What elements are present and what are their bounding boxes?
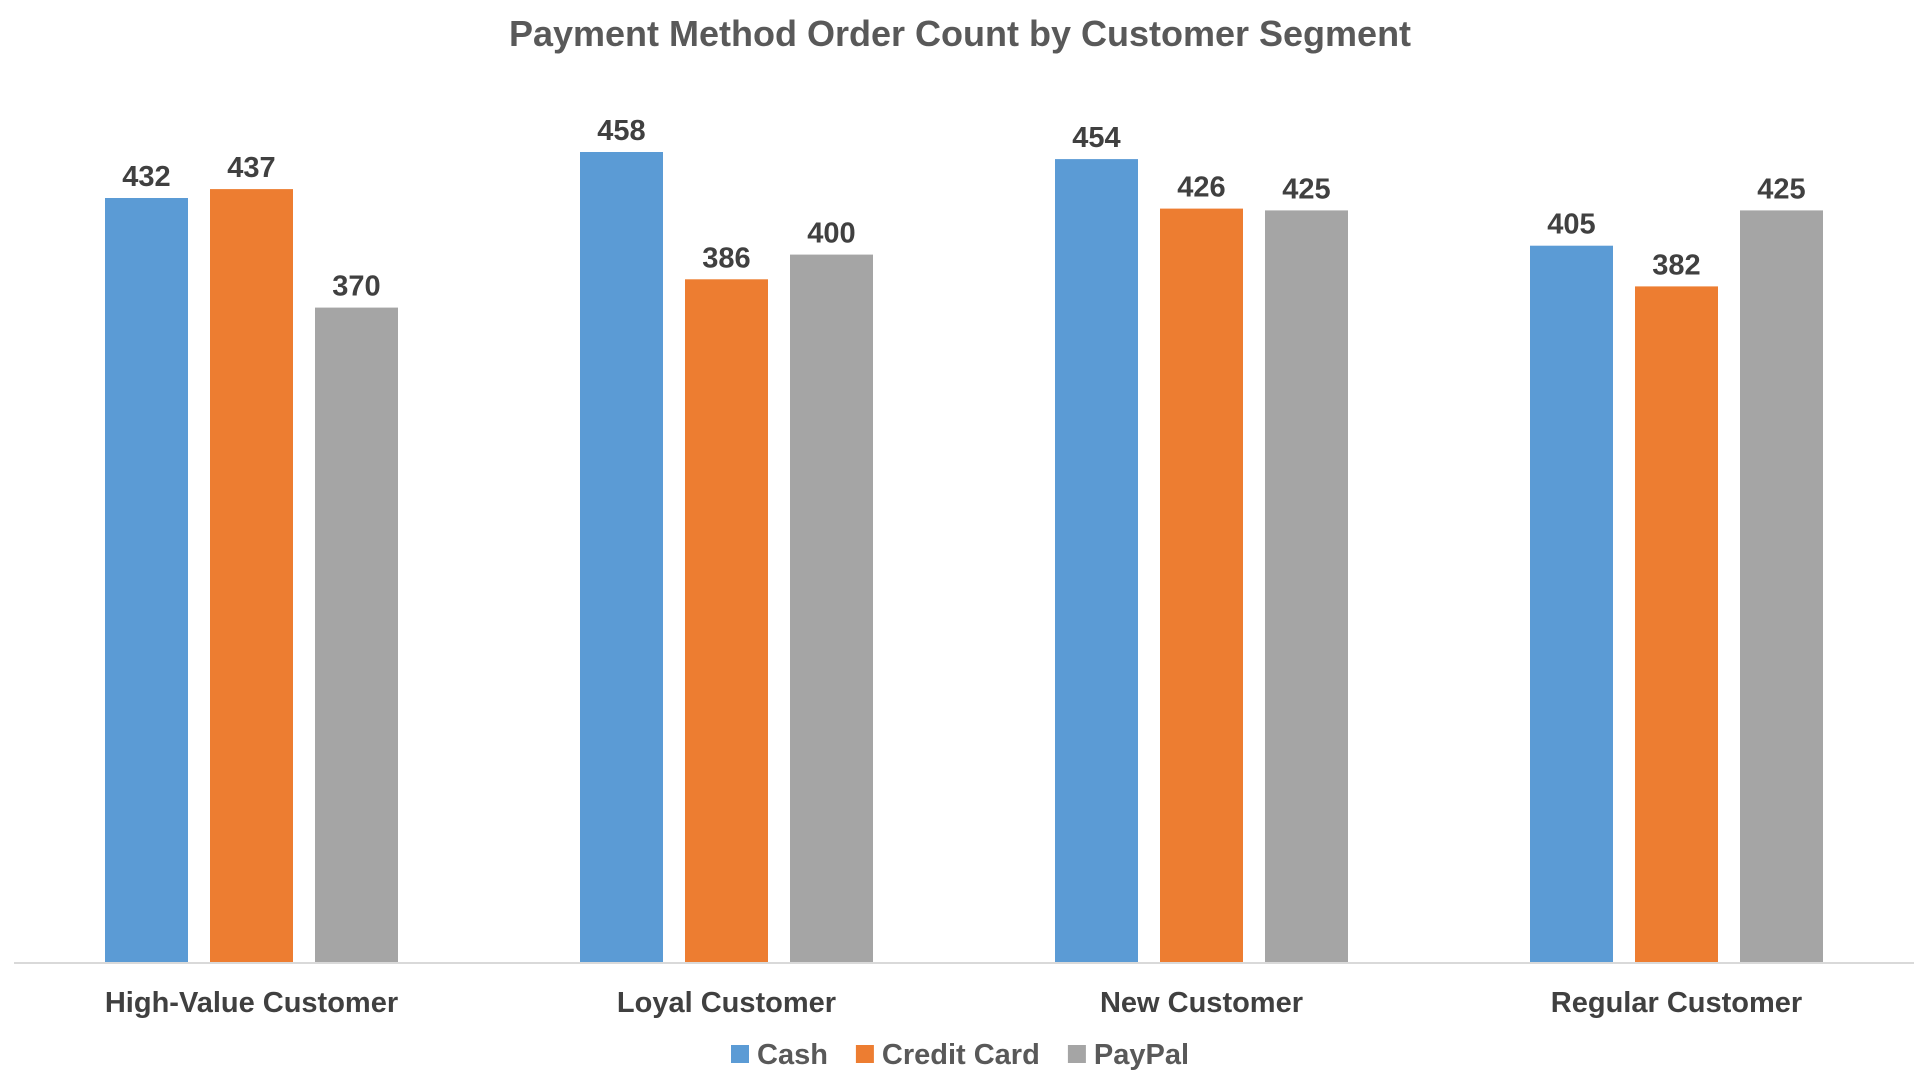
chart-title: Payment Method Order Count by Customer S… [509, 13, 1411, 54]
category-label-new-customer: New Customer [1100, 987, 1303, 1019]
data-label-loyal-customer-paypal: 400 [807, 218, 855, 250]
data-label-new-customer-cash: 454 [1072, 122, 1120, 154]
data-label-new-customer-paypal: 425 [1282, 173, 1330, 205]
data-label-high-value-customer-cash: 432 [122, 161, 170, 193]
legend-swatch-cash [731, 1045, 749, 1063]
data-label-new-customer-credit-card: 426 [1177, 172, 1225, 204]
data-label-regular-customer-credit-card: 382 [1652, 249, 1700, 281]
data-label-high-value-customer-credit-card: 437 [227, 152, 275, 184]
bar-new-customer-cash [1055, 159, 1138, 963]
bar-high-value-customer-paypal [315, 307, 398, 963]
legend-item-credit-card: Credit Card [855, 1039, 1040, 1071]
data-label-loyal-customer-credit-card: 386 [702, 242, 750, 274]
category-label-high-value-customer: High-Value Customer [105, 987, 398, 1019]
data-label-regular-customer-paypal: 425 [1757, 173, 1805, 205]
legend-label-cash: Cash [757, 1039, 828, 1071]
data-label-high-value-customer-paypal: 370 [332, 271, 380, 303]
data-label-regular-customer-cash: 405 [1547, 209, 1595, 241]
bar-new-customer-credit-card [1160, 208, 1243, 963]
legend-label-paypal: PayPal [1094, 1039, 1189, 1071]
bar-new-customer-paypal [1265, 210, 1348, 962]
data-labels-layer: 432 437 370 458 386 400 454 426 425 405 382 425 [122, 115, 1805, 303]
legend-swatch-paypal [1067, 1045, 1086, 1063]
bar-regular-customer-paypal [1740, 210, 1823, 962]
legend: Cash Credit Card PayPal [731, 1039, 1189, 1071]
data-label-loyal-customer-cash: 458 [597, 115, 645, 147]
legend-item-cash: Cash [731, 1039, 828, 1071]
category-label-loyal-customer: Loyal Customer [617, 987, 836, 1019]
legend-label-credit-card: Credit Card [882, 1039, 1040, 1071]
bar-high-value-customer-cash [105, 198, 188, 962]
bar-high-value-customer-credit-card [210, 189, 293, 963]
bar-regular-customer-credit-card [1635, 286, 1718, 962]
bar-loyal-customer-paypal [790, 254, 873, 963]
category-label-regular-customer: Regular Customer [1551, 987, 1802, 1019]
bar-loyal-customer-credit-card [685, 279, 768, 962]
legend-swatch-credit-card [855, 1045, 874, 1063]
bar-loyal-customer-cash [580, 152, 663, 962]
legend-item-paypal: PayPal [1067, 1039, 1189, 1071]
bars-layer [105, 152, 1823, 963]
bar-regular-customer-cash [1530, 245, 1613, 962]
x-axis-categories: High-Value Customer Loyal Customer New Cus… [105, 987, 1802, 1019]
